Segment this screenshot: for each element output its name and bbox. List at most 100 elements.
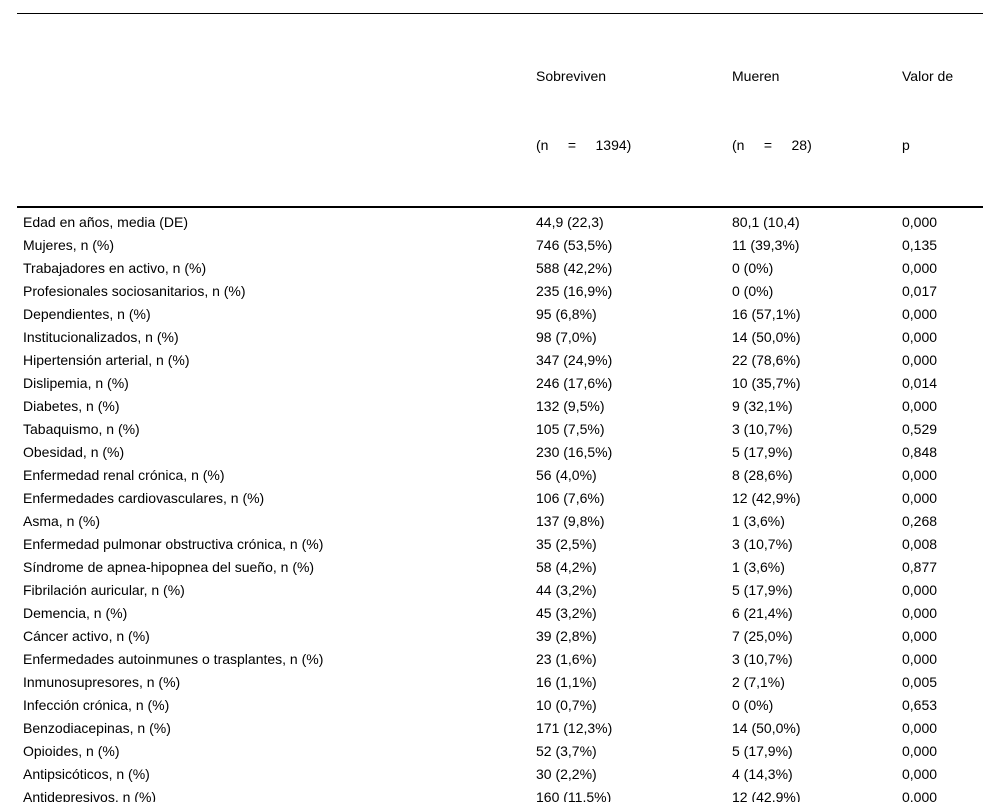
mueren-value-cell: 9 (32,1%): [732, 398, 793, 414]
column-header-valor-p-line1: Valor de: [902, 68, 954, 84]
p-value-cell: 0,008: [902, 536, 938, 552]
table-row: Enfermedades cardiovasculares, n (%) 106 …: [17, 487, 983, 510]
mueren-value-cell: 3 (10,7%): [732, 421, 793, 437]
row-label-cell: Antipsicóticos, n (%): [23, 766, 150, 782]
mueren-value-cell: 10 (35,7%): [732, 375, 801, 391]
p-value-cell: 0,877: [902, 559, 938, 575]
table-row: Dislipemia, n (%) 246 (17,6%) 10 (35,7%) 0,…: [17, 372, 983, 395]
column-header-mueren-title: Mueren: [732, 68, 780, 84]
table-row: Antipsicóticos, n (%) 30 (2,2%) 4 (14,3%) 0…: [17, 763, 983, 786]
mueren-value-cell: 22 (78,6%): [732, 352, 801, 368]
sobreviven-value-cell: 230 (16,5%): [536, 444, 613, 460]
table-body: Edad en años, media (DE) 44,9 (22,3) 80,1 …: [17, 207, 983, 802]
sobreviven-value-cell: 106 (7,6%): [536, 490, 605, 506]
p-value-cell: 0,000: [902, 329, 938, 345]
row-label-cell: Inmunosupresores, n (%): [23, 674, 181, 690]
p-value-cell: 0,268: [902, 513, 938, 529]
column-header-mueren: Mueren (n = 28): [732, 13, 902, 208]
mueren-value-cell: 11 (39,3%): [732, 237, 800, 253]
row-label-cell: Síndrome de apnea-hipopnea del sueño, n …: [23, 559, 315, 575]
sobreviven-value-cell: 588 (42,2%): [536, 260, 613, 276]
row-label-cell: Enfermedades autoinmunes o trasplantes, …: [23, 651, 324, 667]
p-value-cell: 0,000: [902, 743, 938, 759]
table-row: Fibrilación auricular, n (%) 44 (3,2%) 5 (…: [17, 579, 983, 602]
baseline-characteristics-table: Sobreviven (n = 1394) Mueren (n = 28) Va…: [17, 13, 983, 802]
mueren-value-cell: 1 (3,6%): [732, 513, 785, 529]
mueren-value-cell: 7 (25,0%): [732, 628, 793, 644]
p-value-cell: 0,000: [902, 720, 938, 736]
p-value-cell: 0,017: [902, 283, 938, 299]
table-row: Mujeres, n (%) 746 (53,5%) 11 (39,3%) 0,135: [17, 234, 983, 257]
mueren-value-cell: 14 (50,0%): [732, 720, 801, 736]
mueren-value-cell: 5 (17,9%): [732, 582, 793, 598]
row-label-cell: Mujeres, n (%): [23, 237, 115, 253]
p-value-cell: 0,000: [902, 582, 938, 598]
mueren-value-cell: 6 (21,4%): [732, 605, 793, 621]
table-row: Inmunosupresores, n (%) 16 (1,1%) 2 (7,1%)…: [17, 671, 983, 694]
p-value-cell: 0,014: [902, 375, 938, 391]
row-label-cell: Enfermedad pulmonar obstructiva crónica,…: [23, 536, 324, 552]
mueren-value-cell: 5 (17,9%): [732, 444, 793, 460]
sobreviven-value-cell: 44,9 (22,3): [536, 214, 604, 230]
table-row: Opioides, n (%) 52 (3,7%) 5 (17,9%) 0,000: [17, 740, 983, 763]
table-row: Benzodiacepinas, n (%) 171 (12,3%) 14 (50,…: [17, 717, 983, 740]
mueren-value-cell: 0 (0%): [732, 283, 774, 299]
p-value-cell: 0,000: [902, 214, 938, 230]
row-label-cell: Cáncer activo, n (%): [23, 628, 150, 644]
sobreviven-value-cell: 39 (2,8%): [536, 628, 597, 644]
row-label-cell: Enfermedades cardiovasculares, n (%): [23, 490, 265, 506]
p-value-cell: 0,000: [902, 605, 938, 621]
p-value-cell: 0,000: [902, 260, 938, 276]
mueren-value-cell: 0 (0%): [732, 697, 774, 713]
table-row: Obesidad, n (%) 230 (16,5%) 5 (17,9%) 0,848: [17, 441, 983, 464]
p-value-cell: 0,135: [902, 237, 938, 253]
sobreviven-value-cell: 105 (7,5%): [536, 421, 605, 437]
row-label-cell: Demencia, n (%): [23, 605, 128, 621]
p-value-cell: 0,000: [902, 398, 938, 414]
p-value-cell: 0,000: [902, 467, 938, 483]
sobreviven-value-cell: 23 (1,6%): [536, 651, 597, 667]
p-value-cell: 0,000: [902, 789, 938, 802]
row-label-cell: Enfermedad renal crónica, n (%): [23, 467, 225, 483]
row-label-cell: Trabajadores en activo, n (%): [23, 260, 207, 276]
sobreviven-value-cell: 746 (53,5%): [536, 237, 613, 253]
p-value-cell: 0,000: [902, 766, 938, 782]
mueren-value-cell: 14 (50,0%): [732, 329, 801, 345]
table-row: Trabajadores en activo, n (%) 588 (42,2%)…: [17, 257, 983, 280]
mueren-value-cell: 3 (10,7%): [732, 651, 793, 667]
column-header-valor-p-line2: p: [902, 137, 910, 153]
table-row: Cáncer activo, n (%) 39 (2,8%) 7 (25,0%) 0,…: [17, 625, 983, 648]
table-row: Tabaquismo, n (%) 105 (7,5%) 3 (10,7%) 0,52…: [17, 418, 983, 441]
sobreviven-value-cell: 235 (16,9%): [536, 283, 613, 299]
sobreviven-value-cell: 98 (7,0%): [536, 329, 597, 345]
mueren-value-cell: 2 (7,1%): [732, 674, 785, 690]
row-label-cell: Dislipemia, n (%): [23, 375, 129, 391]
row-label-cell: Obesidad, n (%): [23, 444, 125, 460]
sobreviven-value-cell: 58 (4,2%): [536, 559, 597, 575]
mueren-value-cell: 5 (17,9%): [732, 743, 793, 759]
table-row: Profesionales sociosanitarios, n (%) 235 …: [17, 280, 983, 303]
sobreviven-value-cell: 35 (2,5%): [536, 536, 597, 552]
column-header-sobreviven-title: Sobreviven: [536, 68, 607, 84]
sobreviven-value-cell: 160 (11,5%): [536, 789, 612, 802]
sobreviven-value-cell: 347 (24,9%): [536, 352, 613, 368]
sobreviven-value-cell: 52 (3,7%): [536, 743, 597, 759]
mueren-value-cell: 0 (0%): [732, 260, 774, 276]
table-row: Diabetes, n (%) 132 (9,5%) 9 (32,1%) 0,000: [17, 395, 983, 418]
row-label-cell: Antidepresivos, n (%): [23, 789, 157, 802]
table-row: Institucionalizados, n (%) 98 (7,0%) 14 (5…: [17, 326, 983, 349]
sobreviven-value-cell: 44 (3,2%): [536, 582, 597, 598]
sobreviven-value-cell: 16 (1,1%): [536, 674, 597, 690]
row-label-cell: Edad en años, media (DE): [23, 214, 188, 230]
p-value-cell: 0,848: [902, 444, 938, 460]
sobreviven-value-cell: 137 (9,8%): [536, 513, 605, 529]
p-value-cell: 0,529: [902, 421, 938, 437]
table-row: Dependientes, n (%) 95 (6,8%) 16 (57,1%) 0,…: [17, 303, 983, 326]
column-header-sobreviven-n: (n = 1394): [536, 137, 632, 153]
p-value-cell: 0,000: [902, 651, 938, 667]
mueren-value-cell: 1 (3,6%): [732, 559, 785, 575]
mueren-value-cell: 16 (57,1%): [732, 306, 801, 322]
row-label-cell: Infección crónica, n (%): [23, 697, 170, 713]
row-label-cell: Dependientes, n (%): [23, 306, 151, 322]
